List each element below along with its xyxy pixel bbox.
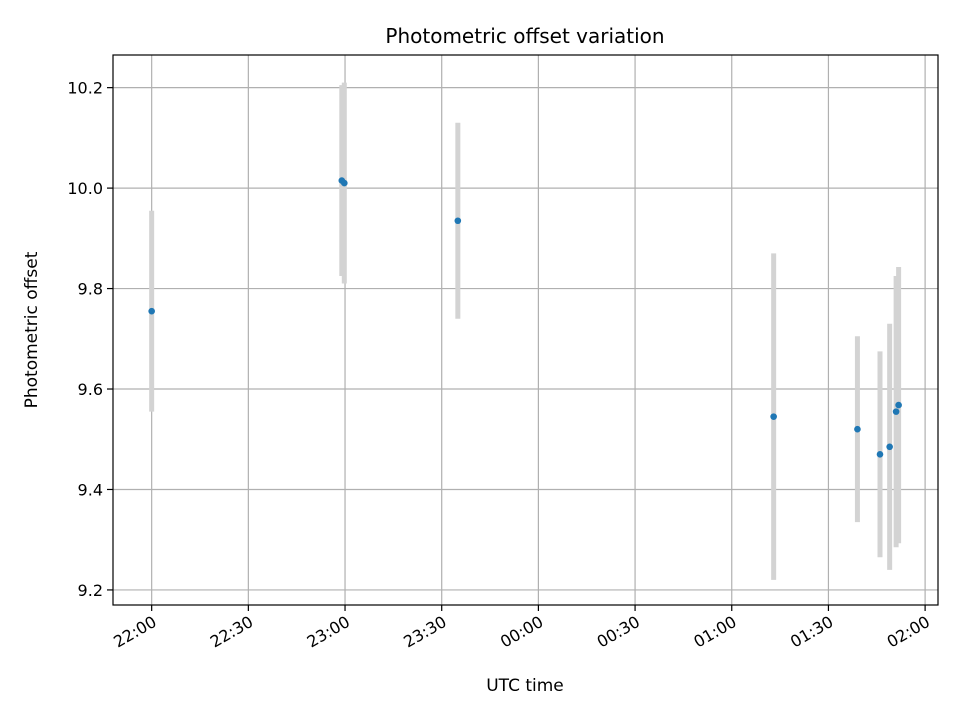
data-point [895, 401, 902, 409]
x-tick-label: 22:00 [110, 612, 159, 652]
data-point [892, 408, 900, 415]
data-point [770, 413, 777, 420]
y-axis-ticks: 9.2 9.4 9.6 9.8 10.0 10.2 [67, 79, 113, 600]
data-point [876, 451, 884, 458]
data-point [854, 425, 861, 433]
data-points [148, 177, 902, 458]
y-tick-label: 10.2 [67, 79, 103, 98]
y-tick-label: 9.8 [78, 280, 103, 299]
y-tick-label: 9.2 [78, 581, 103, 600]
x-axis-ticks: 22:00 22:30 23:00 23:30 00:00 00:30 01:00 01:30… [110, 605, 933, 652]
x-tick-label: 22:30 [207, 612, 256, 652]
chart-title: Photometric offset variation [385, 24, 664, 48]
errorbars [149, 82, 902, 580]
x-tick-label: 00:00 [497, 612, 546, 652]
data-point [148, 307, 155, 315]
x-tick-label: 23:00 [304, 612, 353, 652]
data-point [454, 217, 462, 225]
y-tick-label: 9.4 [78, 480, 103, 499]
plot-area-frame [112, 54, 939, 606]
data-point [886, 443, 893, 451]
y-tick-label: 9.6 [78, 380, 103, 399]
x-tick-label: 02:00 [884, 612, 933, 652]
x-tick-label: 23:30 [400, 612, 449, 652]
y-tick-label: 10.0 [67, 179, 103, 198]
x-axis-label: UTC time [486, 676, 564, 696]
x-tick-label: 01:00 [690, 612, 739, 652]
grid [113, 55, 938, 605]
x-tick-label: 00:30 [594, 612, 643, 652]
data-point [341, 179, 348, 187]
y-axis-label: Photometric offset [22, 251, 42, 408]
x-tick-label: 01:30 [787, 612, 836, 652]
